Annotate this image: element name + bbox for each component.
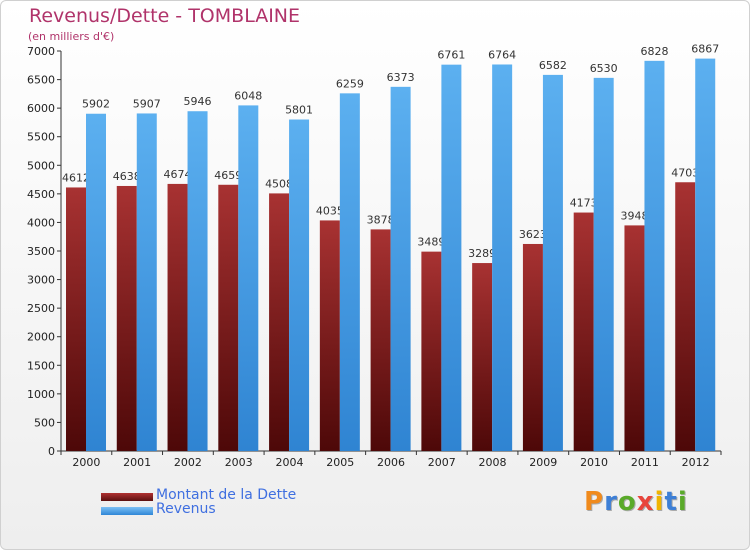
x-tick-label: 2005: [326, 456, 354, 469]
x-tick-label: 2009: [529, 456, 557, 469]
y-tick-label: 6000: [27, 102, 55, 115]
legend-label-revenus: Revenus: [156, 501, 216, 517]
logo-letter: i: [654, 487, 665, 517]
bar-dette: [116, 185, 137, 451]
chart-subtitle: (en milliers d'€): [28, 30, 115, 43]
y-tick-label: 3500: [27, 245, 55, 258]
data-label: 5902: [82, 98, 110, 111]
bar-dette: [66, 187, 86, 451]
x-tick-label: 2001: [123, 456, 151, 469]
bar-dette: [522, 243, 543, 451]
data-label: 3489: [417, 236, 445, 249]
logo-letter: o: [617, 487, 637, 517]
x-tick-label: 2010: [580, 456, 608, 469]
x-tick-label: 2002: [174, 456, 202, 469]
bar-revenus: [593, 77, 614, 451]
x-tick-label: 2012: [682, 456, 710, 469]
bar-revenus: [695, 58, 716, 451]
bar-revenus: [289, 119, 310, 451]
data-label: 6764: [488, 48, 516, 61]
proxiti-logo: Proxiti: [584, 487, 688, 517]
y-tick-label: 2500: [27, 302, 55, 315]
logo-letter: t: [664, 487, 678, 517]
bar-revenus: [238, 105, 259, 452]
data-label: 6259: [336, 77, 364, 90]
y-tick-label: 3000: [27, 274, 55, 287]
y-tick-label: 2000: [27, 331, 55, 344]
y-tick-label: 4000: [27, 216, 55, 229]
bar-dette: [167, 183, 188, 451]
bar-dette: [421, 251, 442, 451]
legend-swatch-revenus: [101, 507, 153, 515]
bar-dette: [472, 263, 493, 451]
data-label: 4638: [113, 170, 141, 183]
bar-revenus: [644, 60, 665, 451]
y-tick-label: 5000: [27, 159, 55, 172]
data-label: 4612: [62, 171, 90, 184]
bar-revenus: [187, 111, 208, 451]
bar-dette: [218, 184, 239, 451]
y-tick-label: 6500: [27, 74, 55, 87]
bar-revenus: [492, 64, 513, 451]
legend-swatch-dette: [101, 493, 153, 501]
data-label: 4508: [265, 177, 293, 190]
bar-dette: [675, 182, 696, 451]
y-tick-label: 1500: [27, 359, 55, 372]
data-label: 6530: [590, 62, 618, 75]
y-tick-label: 1000: [27, 388, 55, 401]
bar-dette: [624, 225, 645, 451]
data-label: 3289: [468, 247, 496, 260]
legend-label-dette: Montant de la Dette: [156, 487, 297, 503]
x-tick-label: 2006: [377, 456, 405, 469]
x-tick-label: 2004: [275, 456, 303, 469]
x-tick-label: 2000: [72, 456, 100, 469]
bar-revenus: [86, 113, 106, 451]
y-tick-label: 500: [34, 416, 55, 429]
data-label: 5946: [184, 95, 212, 108]
data-label: 6867: [691, 43, 719, 56]
data-label: 3623: [519, 228, 547, 241]
y-tick-label: 4500: [27, 188, 55, 201]
x-tick-label: 2011: [631, 456, 659, 469]
x-tick-label: 2008: [479, 456, 507, 469]
logo-letter: x: [636, 487, 655, 517]
data-label: 5801: [285, 104, 313, 117]
bar-dette: [269, 193, 290, 451]
bar-revenus: [542, 74, 563, 451]
data-label: 5907: [133, 97, 161, 110]
data-label: 6582: [539, 59, 567, 72]
logo-letter: P: [584, 487, 605, 517]
chart-title: Revenus/Dette - TOMBLAINE: [29, 5, 301, 27]
bar-revenus: [390, 86, 411, 451]
data-label: 3948: [620, 209, 648, 222]
data-label: 6761: [437, 49, 465, 62]
logo-letter: i: [677, 487, 688, 517]
data-label: 4659: [214, 169, 242, 182]
bar-dette: [370, 229, 391, 451]
data-label: 6828: [640, 45, 668, 58]
data-label: 4703: [671, 166, 699, 179]
bar-revenus: [339, 93, 360, 451]
logo-letter: r: [604, 487, 618, 517]
data-label: 6048: [234, 89, 262, 102]
bar-revenus: [441, 64, 462, 452]
y-tick-label: 7000: [27, 45, 55, 58]
data-label: 4173: [570, 197, 598, 210]
bar-revenus: [136, 113, 157, 451]
bar-dette: [319, 220, 340, 451]
data-label: 4674: [164, 168, 192, 181]
data-label: 4035: [316, 204, 344, 217]
y-tick-label: 5500: [27, 131, 55, 144]
x-tick-label: 2007: [428, 456, 456, 469]
y-tick-label: 0: [48, 445, 55, 458]
data-label: 6373: [387, 71, 415, 84]
bar-dette: [573, 212, 594, 451]
x-tick-label: 2003: [225, 456, 253, 469]
data-label: 3878: [367, 213, 395, 226]
